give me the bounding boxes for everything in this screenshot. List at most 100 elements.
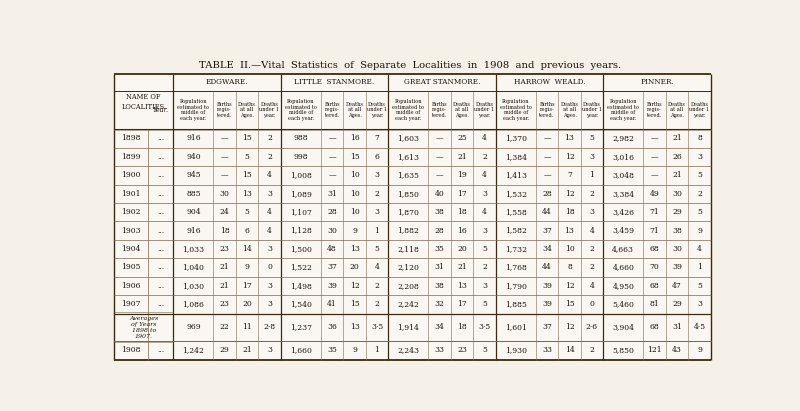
- Text: 1,242: 1,242: [182, 346, 204, 354]
- Text: 28: 28: [434, 226, 445, 235]
- Text: 13: 13: [457, 282, 467, 290]
- Text: 37: 37: [542, 323, 552, 331]
- Text: Deaths
at all
Ages.: Deaths at all Ages.: [668, 102, 686, 118]
- Text: Year.: Year.: [153, 106, 169, 114]
- Text: 1,008: 1,008: [290, 171, 312, 179]
- Text: ...: ...: [157, 171, 164, 179]
- Text: ...: ...: [157, 134, 164, 143]
- Text: 940: 940: [186, 153, 201, 161]
- Text: 5: 5: [697, 171, 702, 179]
- Text: 1900: 1900: [121, 171, 141, 179]
- Text: Population
estimated to
middle of
each year.: Population estimated to middle of each y…: [392, 99, 424, 121]
- Text: 33: 33: [542, 346, 552, 354]
- Text: 39: 39: [672, 263, 682, 272]
- Text: 5,850: 5,850: [612, 346, 634, 354]
- Text: 1,128: 1,128: [290, 226, 312, 235]
- Text: —: —: [328, 153, 336, 161]
- Text: 2: 2: [590, 263, 594, 272]
- Text: Deaths
under 1
year.: Deaths under 1 year.: [367, 102, 387, 118]
- Text: 1,582: 1,582: [505, 226, 526, 235]
- Text: 1,237: 1,237: [290, 323, 312, 331]
- Text: 12: 12: [565, 323, 574, 331]
- Text: 30: 30: [672, 190, 682, 198]
- Text: 4,663: 4,663: [612, 245, 634, 253]
- Text: 12: 12: [565, 282, 574, 290]
- Text: 916: 916: [186, 226, 201, 235]
- Text: 18: 18: [565, 208, 574, 216]
- Text: 81: 81: [650, 300, 659, 308]
- Text: 31: 31: [434, 263, 445, 272]
- Text: 4·5: 4·5: [694, 323, 706, 331]
- Text: 2: 2: [374, 300, 379, 308]
- Text: 28: 28: [327, 208, 337, 216]
- Text: 16: 16: [350, 134, 359, 143]
- Text: 30: 30: [327, 226, 337, 235]
- Text: 3: 3: [267, 346, 272, 354]
- Text: 3,016: 3,016: [612, 153, 634, 161]
- Text: 48: 48: [327, 245, 337, 253]
- Text: 39: 39: [327, 282, 337, 290]
- Text: 1: 1: [590, 171, 594, 179]
- Text: 5: 5: [697, 282, 702, 290]
- Text: 29: 29: [672, 300, 682, 308]
- Text: 3: 3: [590, 153, 594, 161]
- Text: 38: 38: [434, 282, 445, 290]
- Text: 916: 916: [186, 134, 201, 143]
- Text: 1: 1: [374, 226, 379, 235]
- Text: 1,540: 1,540: [290, 300, 312, 308]
- Text: 3,904: 3,904: [612, 323, 634, 331]
- Text: 1,613: 1,613: [398, 153, 419, 161]
- Text: 38: 38: [434, 208, 445, 216]
- Text: 4,660: 4,660: [612, 263, 634, 272]
- Text: 4: 4: [267, 208, 272, 216]
- Text: 20: 20: [457, 245, 467, 253]
- Text: 3: 3: [267, 300, 272, 308]
- Text: 5: 5: [245, 153, 250, 161]
- Text: 5,460: 5,460: [612, 300, 634, 308]
- Text: —: —: [543, 153, 551, 161]
- Text: 68: 68: [650, 245, 659, 253]
- Text: 3: 3: [482, 282, 487, 290]
- Text: 4: 4: [697, 245, 702, 253]
- Text: 3: 3: [267, 245, 272, 253]
- Text: 3: 3: [482, 226, 487, 235]
- Text: —: —: [436, 134, 443, 143]
- Text: 1902: 1902: [121, 208, 141, 216]
- Text: 17: 17: [457, 300, 467, 308]
- Text: 9: 9: [352, 346, 357, 354]
- Text: 12: 12: [350, 282, 359, 290]
- Text: 4: 4: [267, 171, 272, 179]
- Text: 18: 18: [457, 208, 467, 216]
- Text: Births
regis-
tered.: Births regis- tered.: [324, 102, 340, 118]
- Text: 1,732: 1,732: [505, 245, 526, 253]
- Text: —: —: [650, 134, 658, 143]
- Text: 41: 41: [327, 300, 337, 308]
- Text: 121: 121: [647, 346, 662, 354]
- Text: —: —: [328, 134, 336, 143]
- Text: ...: ...: [157, 282, 164, 290]
- Text: 1,384: 1,384: [505, 153, 526, 161]
- Text: 37: 37: [327, 263, 337, 272]
- Text: 10: 10: [350, 208, 359, 216]
- Text: 29: 29: [220, 346, 230, 354]
- Text: 1907: 1907: [121, 300, 141, 308]
- Text: Births
regis-
tered.: Births regis- tered.: [432, 102, 447, 118]
- Text: Deaths
at all
Ages.: Deaths at all Ages.: [453, 102, 471, 118]
- Text: Deaths
at all
Ages.: Deaths at all Ages.: [561, 102, 578, 118]
- Text: 14: 14: [565, 346, 574, 354]
- Text: 2: 2: [697, 190, 702, 198]
- Text: Deaths
under 1
year.: Deaths under 1 year.: [690, 102, 710, 118]
- Text: Births
regis-
tered.: Births regis- tered.: [646, 102, 662, 118]
- Text: Population
estimated to
middle of
each year.: Population estimated to middle of each y…: [500, 99, 532, 121]
- Text: ...: ...: [157, 190, 164, 198]
- Text: 8: 8: [697, 134, 702, 143]
- Text: 1906: 1906: [121, 282, 141, 290]
- Text: Births
regis-
tered.: Births regis- tered.: [539, 102, 555, 118]
- Text: 15: 15: [242, 134, 252, 143]
- Text: 49: 49: [650, 190, 659, 198]
- Text: 5: 5: [482, 346, 487, 354]
- Text: 2,243: 2,243: [398, 346, 419, 354]
- Text: 4: 4: [482, 134, 487, 143]
- Text: Deaths
under 1
year.: Deaths under 1 year.: [474, 102, 494, 118]
- Text: ...: ...: [157, 153, 164, 161]
